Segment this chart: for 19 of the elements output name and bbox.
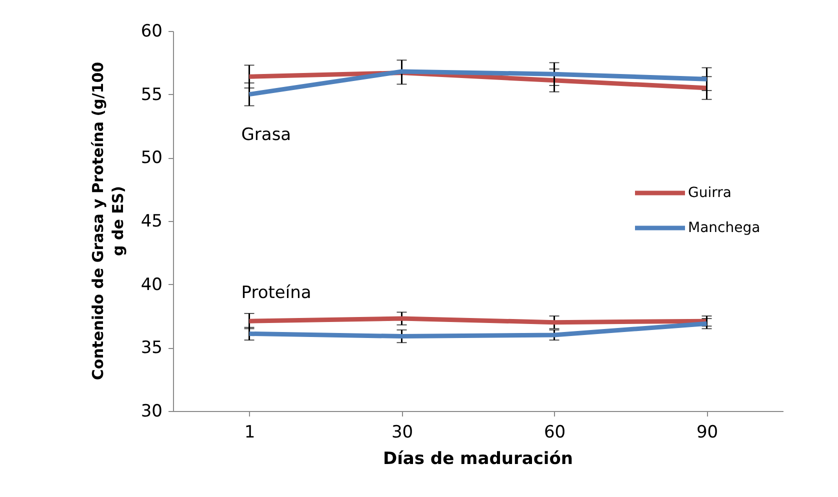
annotation: Grasa [241, 125, 292, 145]
x-tick-label: 60 [544, 422, 566, 442]
line-series [247, 69, 709, 97]
y-tick-label: 50 [140, 148, 162, 168]
x-tick-label: 1 [244, 422, 256, 442]
y-tick-label: 30 [140, 402, 162, 422]
y-axis-title: Contenido de Grasa y Proteína (g/100 g de ES) [89, 62, 127, 380]
y-tick-label: 60 [140, 22, 162, 42]
annotation: Proteína [241, 283, 312, 303]
y-tick-label: 55 [140, 84, 162, 105]
x-axis-title: Días de maduración [382, 449, 574, 469]
x-tick-label: 90 [696, 422, 718, 442]
y-tick-label: 45 [140, 212, 162, 232]
legend-label: Guirra [688, 185, 732, 201]
y-tick-label: 40 [140, 274, 162, 295]
legend-label: Manchega [688, 220, 760, 236]
x-tick-label: 30 [391, 422, 414, 442]
line-series [247, 321, 709, 339]
y-tick-label: 35 [140, 338, 162, 358]
